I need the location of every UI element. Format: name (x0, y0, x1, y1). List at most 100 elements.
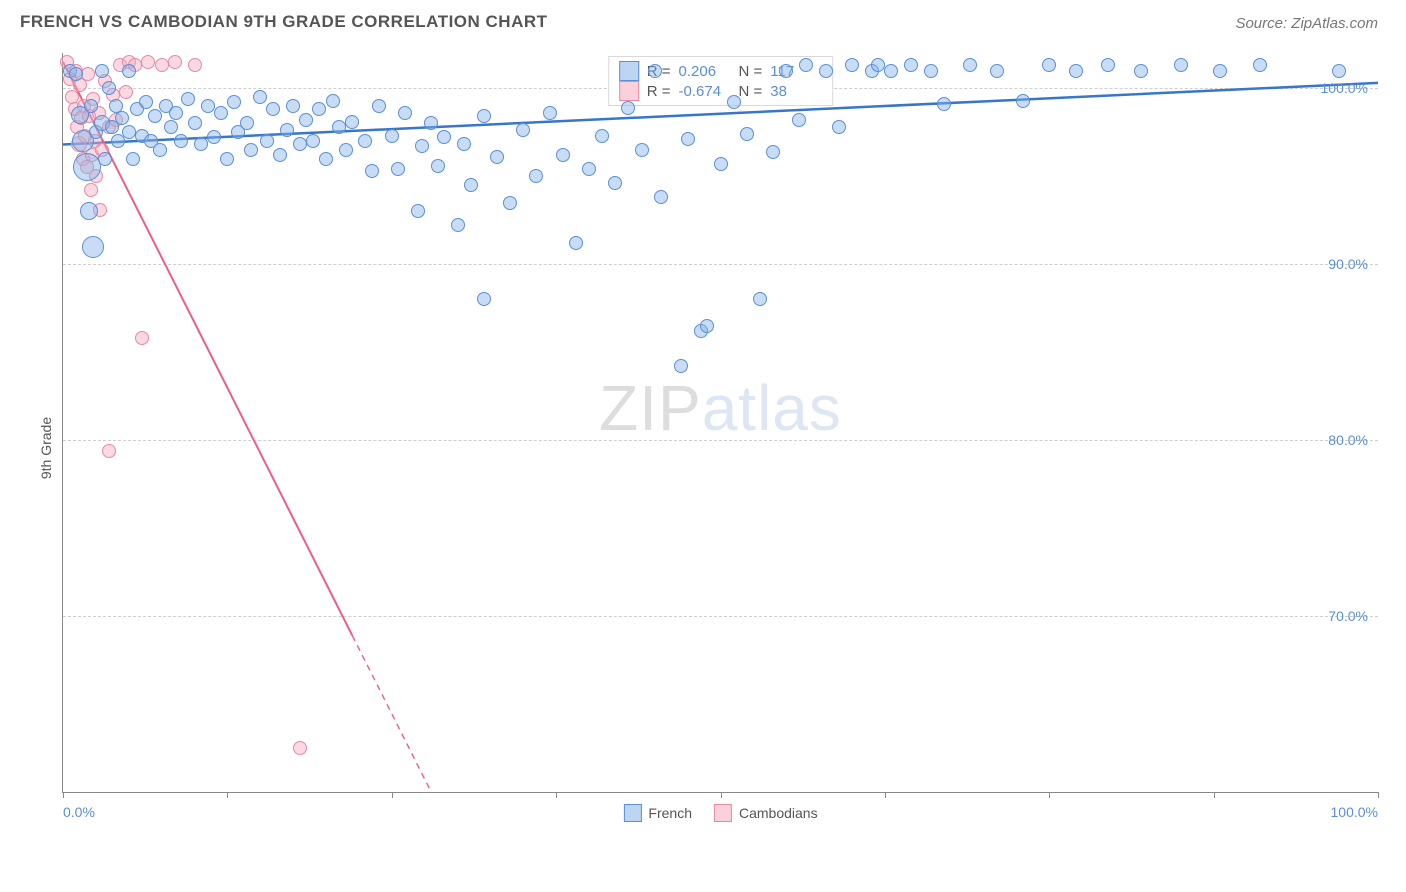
french-point (253, 90, 267, 104)
french-point (102, 81, 116, 95)
french-point (431, 159, 445, 173)
french-point (82, 236, 104, 258)
french-point (766, 145, 780, 159)
french-point (201, 99, 215, 113)
french-point (73, 153, 101, 181)
french-point (963, 58, 977, 72)
french-point (164, 120, 178, 134)
chart-canvas: ZIPatlas R = 0.206 N = 117 R = -0.674 N … (62, 53, 1378, 793)
french-point (569, 236, 583, 250)
cambodian-point (168, 55, 182, 69)
plot-area: 9th Grade ZIPatlas R = 0.206 N = 117 R =… (20, 48, 1386, 848)
french-point (169, 106, 183, 120)
french-point (220, 152, 234, 166)
gridline (63, 440, 1378, 441)
french-point (529, 169, 543, 183)
french-point (1042, 58, 1056, 72)
french-point (181, 92, 195, 106)
french-point (332, 120, 346, 134)
french-point (608, 176, 622, 190)
xtick (885, 792, 886, 798)
french-point (714, 157, 728, 171)
french-point (411, 204, 425, 218)
cambodian-point (155, 58, 169, 72)
stats-swatch-cambodian (619, 81, 639, 101)
french-point (148, 109, 162, 123)
french-point (372, 99, 386, 113)
french-point (740, 127, 754, 141)
stats-row-cambodian: R = -0.674 N = 38 (619, 81, 823, 101)
gridline (63, 616, 1378, 617)
french-point (990, 64, 1004, 78)
xtick (392, 792, 393, 798)
xtick (1049, 792, 1050, 798)
french-point (1332, 64, 1346, 78)
french-point (80, 202, 98, 220)
cambodian-point (293, 741, 307, 755)
french-point (385, 129, 399, 143)
french-point (924, 64, 938, 78)
french-point (240, 116, 254, 130)
french-point (260, 134, 274, 148)
french-point (293, 137, 307, 151)
french-point (391, 162, 405, 176)
legend-label-french: French (648, 805, 692, 821)
french-point (457, 137, 471, 151)
xtick (1378, 792, 1379, 798)
french-point (904, 58, 918, 72)
legend-item-french: French (623, 804, 692, 822)
french-point (792, 113, 806, 127)
stats-n-cambodian: 38 (770, 83, 822, 100)
french-point (415, 139, 429, 153)
french-point (543, 106, 557, 120)
french-point (937, 97, 951, 111)
ytick-label: 100.0% (1321, 80, 1368, 96)
ytick-label: 90.0% (1328, 256, 1368, 272)
french-point (819, 64, 833, 78)
french-point (884, 64, 898, 78)
stats-r-label: R = (647, 83, 671, 100)
french-point (139, 95, 153, 109)
french-point (477, 109, 491, 123)
french-point (1134, 64, 1148, 78)
french-point (621, 101, 635, 115)
french-point (266, 102, 280, 116)
cambodian-point (188, 58, 202, 72)
french-point (194, 137, 208, 151)
french-point (654, 190, 668, 204)
french-point (339, 143, 353, 157)
french-point (358, 134, 372, 148)
french-point (1253, 58, 1267, 72)
french-point (398, 106, 412, 120)
french-point (464, 178, 478, 192)
french-point (779, 64, 793, 78)
french-point (635, 143, 649, 157)
cambodian-point (141, 55, 155, 69)
ytick-label: 70.0% (1328, 608, 1368, 624)
french-point (188, 116, 202, 130)
french-point (424, 116, 438, 130)
xtick (721, 792, 722, 798)
stats-n-label: N = (739, 83, 763, 100)
french-point (727, 95, 741, 109)
x-min-label: 0.0% (63, 804, 95, 820)
cambodian-point (119, 85, 133, 99)
french-point (490, 150, 504, 164)
xtick (556, 792, 557, 798)
xtick (1214, 792, 1215, 798)
french-point (700, 319, 714, 333)
x-max-label: 100.0% (1331, 804, 1378, 820)
cambodian-point (102, 444, 116, 458)
french-point (84, 99, 98, 113)
french-point (345, 115, 359, 129)
french-point (556, 148, 570, 162)
french-point (244, 143, 258, 157)
french-point (648, 64, 662, 78)
french-point (319, 152, 333, 166)
watermark-atlas: atlas (702, 372, 842, 444)
watermark: ZIPatlas (599, 371, 842, 445)
french-point (503, 196, 517, 210)
french-point (153, 143, 167, 157)
french-point (207, 130, 221, 144)
legend-swatch-cambodian (714, 804, 732, 822)
